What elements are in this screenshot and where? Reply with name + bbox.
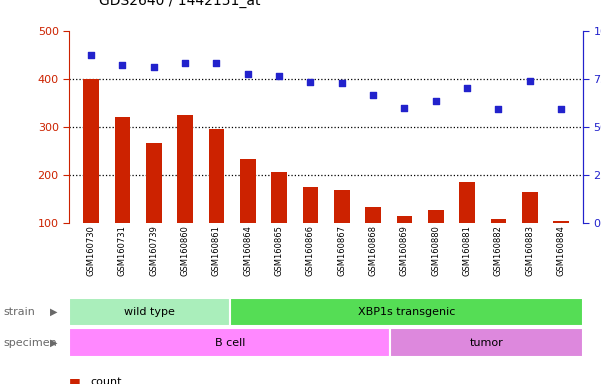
Text: GSM160860: GSM160860: [180, 225, 189, 276]
Text: specimen: specimen: [3, 338, 56, 348]
Bar: [271, 172, 287, 223]
Point: [493, 106, 503, 113]
Bar: [428, 210, 444, 223]
Bar: [490, 219, 506, 223]
Point: [86, 52, 96, 58]
Text: GSM160730: GSM160730: [87, 225, 96, 276]
Text: GSM160883: GSM160883: [525, 225, 534, 276]
Point: [462, 85, 472, 91]
Bar: [553, 221, 569, 223]
Point: [212, 60, 221, 66]
Text: GSM160869: GSM160869: [400, 225, 409, 276]
Text: GSM160861: GSM160861: [212, 225, 221, 276]
Text: wild type: wild type: [124, 307, 175, 317]
Point: [274, 73, 284, 79]
Text: GSM160881: GSM160881: [463, 225, 472, 276]
Bar: [334, 190, 350, 223]
Text: GSM160739: GSM160739: [149, 225, 158, 276]
Text: B cell: B cell: [215, 338, 245, 348]
Point: [118, 62, 127, 68]
Bar: [69, 298, 230, 326]
Bar: [302, 187, 318, 223]
Text: ■: ■: [69, 376, 81, 384]
Text: ▶: ▶: [50, 307, 58, 317]
Text: ▶: ▶: [50, 338, 58, 348]
Text: GSM160864: GSM160864: [243, 225, 252, 276]
Text: GSM160868: GSM160868: [368, 225, 377, 276]
Point: [180, 60, 190, 66]
Bar: [69, 328, 390, 357]
Bar: [397, 217, 412, 223]
Text: count: count: [90, 377, 121, 384]
Point: [525, 78, 534, 84]
Text: GSM160866: GSM160866: [306, 225, 315, 276]
Text: GDS2640 / 1442151_at: GDS2640 / 1442151_at: [99, 0, 261, 8]
Point: [337, 80, 347, 86]
Text: GSM160882: GSM160882: [494, 225, 503, 276]
Bar: [83, 79, 99, 223]
Text: GSM160867: GSM160867: [337, 225, 346, 276]
Text: strain: strain: [3, 307, 35, 317]
Bar: [230, 298, 583, 326]
Text: GSM160884: GSM160884: [557, 225, 566, 276]
Point: [400, 106, 409, 112]
Text: GSM160731: GSM160731: [118, 225, 127, 276]
Bar: [115, 117, 130, 223]
Text: tumor: tumor: [470, 338, 504, 348]
Bar: [522, 192, 537, 223]
Bar: [459, 182, 475, 223]
Point: [431, 98, 441, 104]
Bar: [365, 207, 381, 223]
Point: [243, 71, 252, 78]
Bar: [177, 115, 193, 223]
Text: GSM160865: GSM160865: [275, 225, 284, 276]
Point: [149, 64, 159, 70]
Bar: [240, 159, 255, 223]
Bar: [390, 328, 583, 357]
Point: [557, 106, 566, 112]
Point: [305, 79, 315, 85]
Text: GSM160880: GSM160880: [431, 225, 440, 276]
Text: XBP1s transgenic: XBP1s transgenic: [358, 307, 455, 317]
Bar: [146, 142, 162, 223]
Point: [368, 91, 378, 98]
Bar: [209, 129, 224, 223]
